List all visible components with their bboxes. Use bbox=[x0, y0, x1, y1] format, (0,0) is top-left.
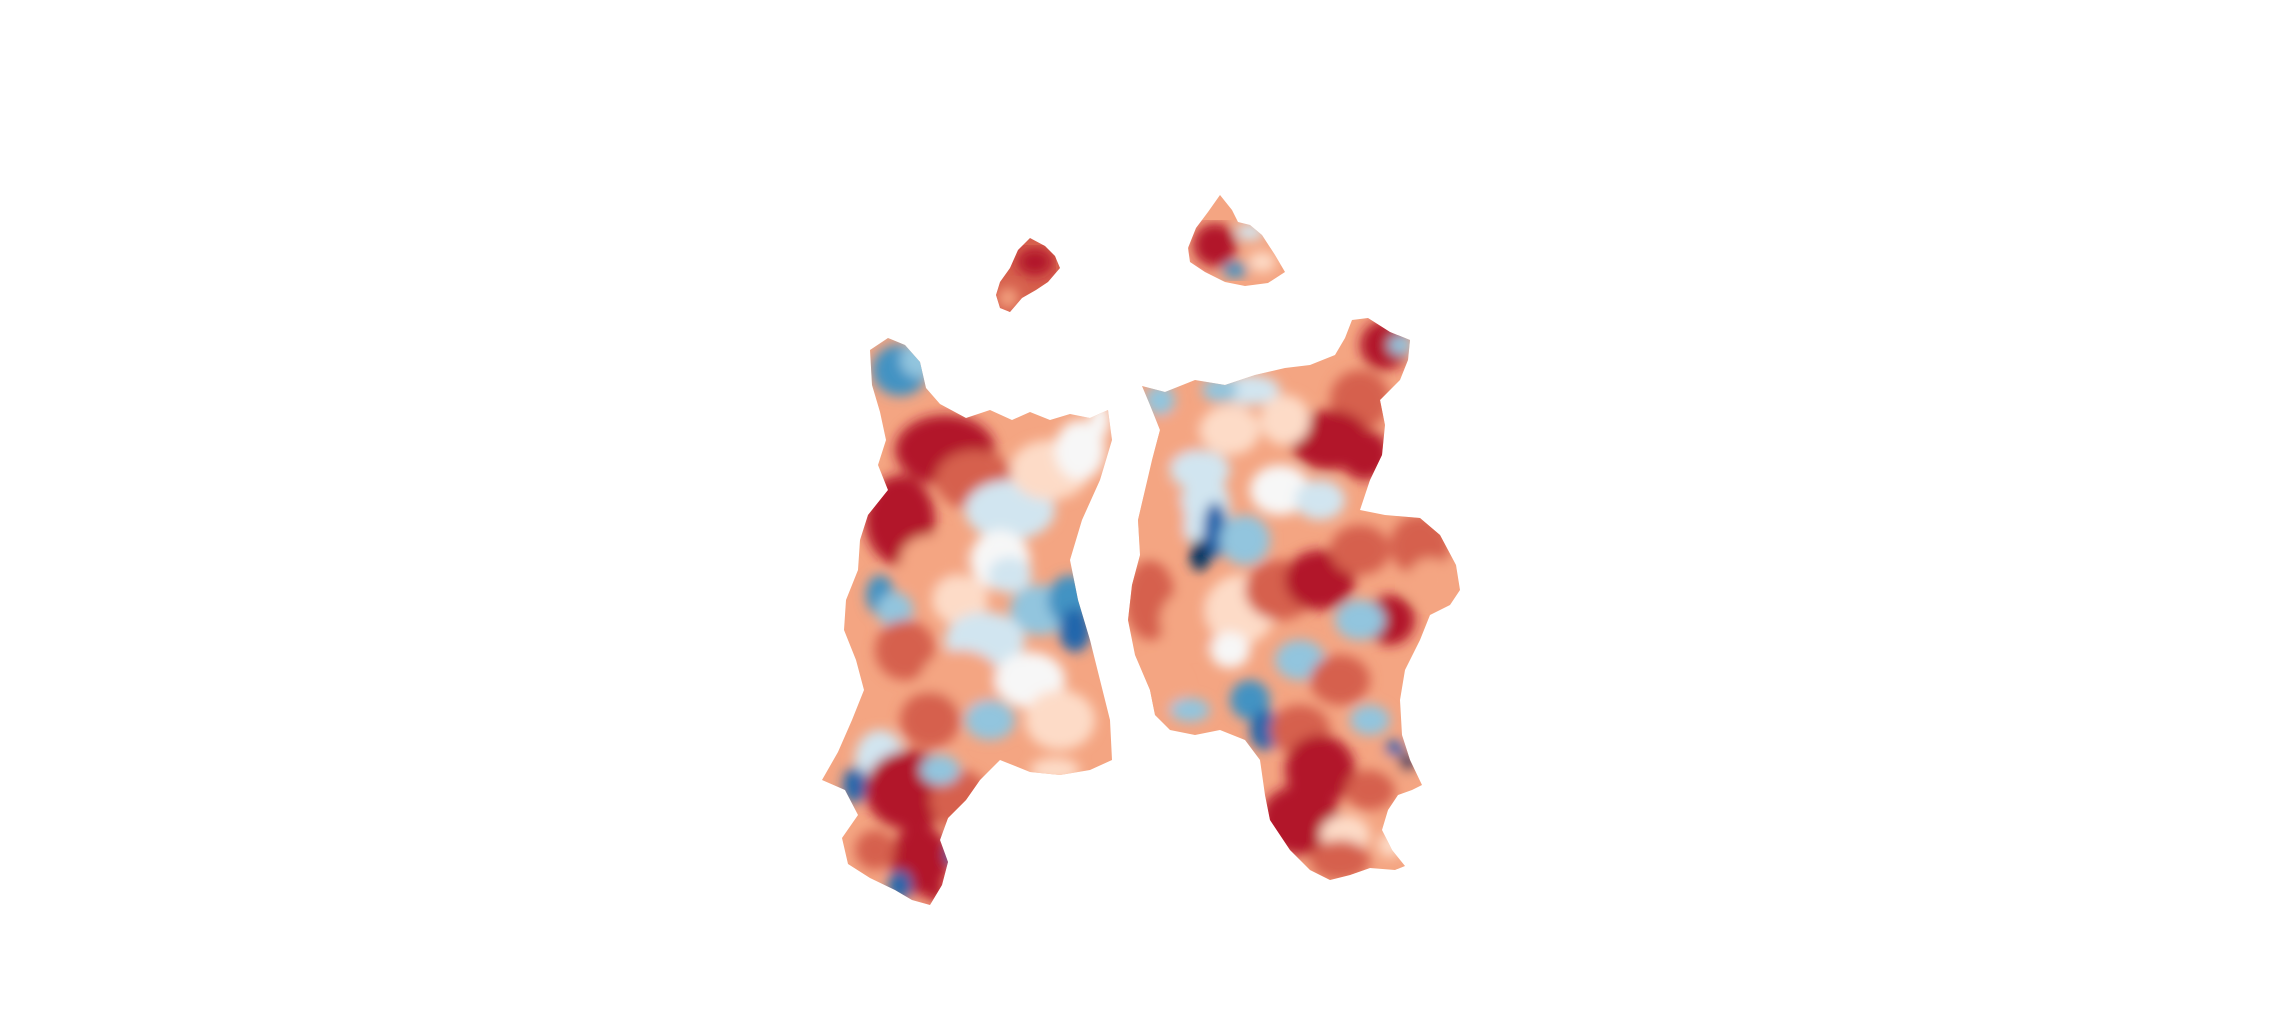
left-hemisphere-flatmap bbox=[822, 338, 1112, 905]
left-medial-wall-fragment bbox=[996, 238, 1060, 312]
right-hemisphere-flatmap bbox=[1128, 318, 1460, 880]
right-medial-wall-fragment bbox=[1188, 195, 1285, 286]
